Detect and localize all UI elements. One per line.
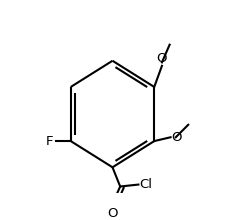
Text: O: O (156, 52, 166, 65)
Text: Cl: Cl (139, 178, 152, 191)
Text: O: O (107, 207, 117, 220)
Text: F: F (46, 135, 53, 148)
Text: O: O (171, 131, 181, 144)
